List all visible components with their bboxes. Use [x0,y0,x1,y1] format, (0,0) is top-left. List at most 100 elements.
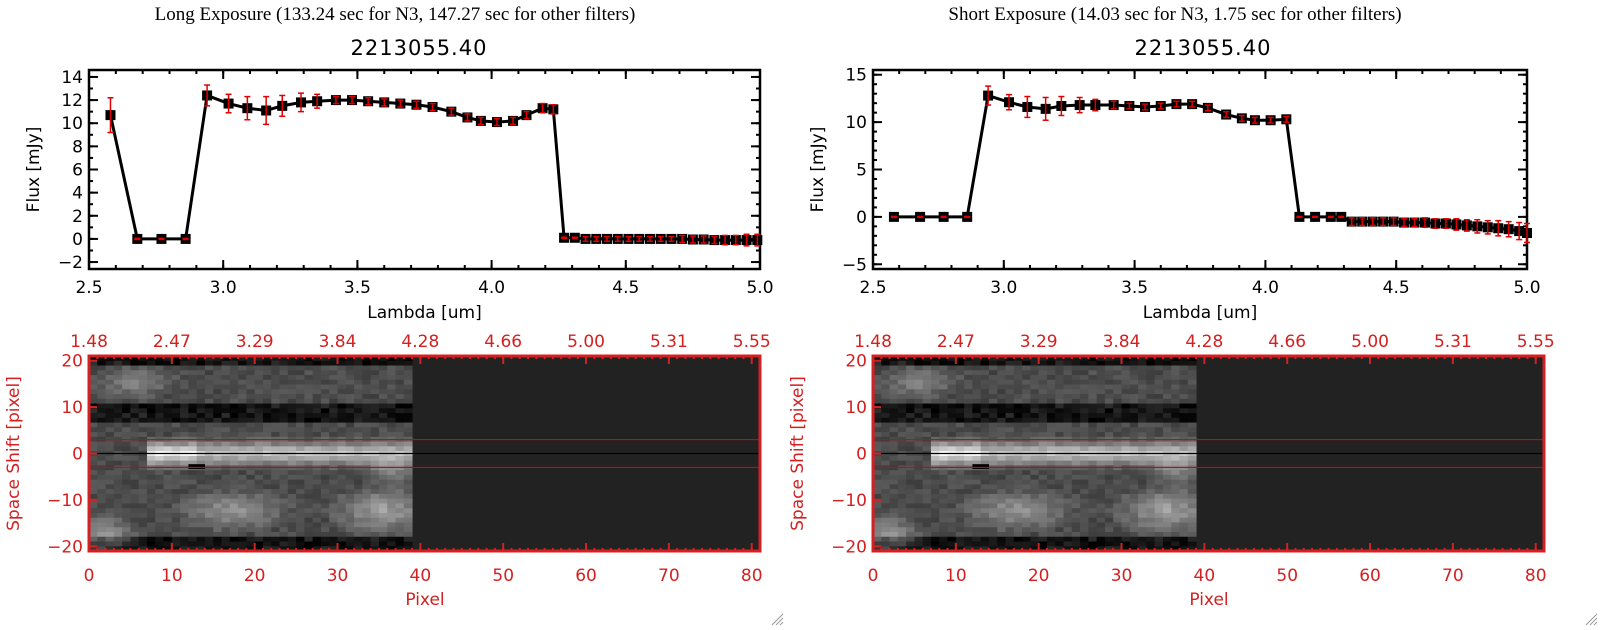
image-cell [246,417,256,424]
image-cell [229,479,239,485]
image-cell [97,512,107,519]
image-cell [221,470,231,476]
image-cell [1113,408,1123,414]
image-cell [997,441,1007,447]
image-cell [362,541,372,547]
image-cell [897,541,907,547]
image-cell [296,512,305,519]
image-cell [188,398,198,405]
plot-frame [871,68,1529,271]
image-cell [287,375,297,381]
image-cell [337,512,347,519]
image-cell [1179,512,1189,519]
image-cell [345,493,355,500]
image-cell [113,427,123,433]
image-cell [1063,470,1073,476]
image-cell [914,427,924,433]
image-cell [312,522,322,528]
image-cell [930,417,940,424]
image-cell [1055,398,1065,405]
image-cell [1022,379,1031,386]
image-cell [1138,408,1147,414]
image-cell [1113,455,1123,462]
image-cell [354,522,363,528]
image-cell [180,379,189,386]
y-tick-label: −20 [831,537,867,557]
x-tick-label: 60 [575,566,597,586]
image-cell [964,427,973,433]
image-cell [113,455,123,462]
image-cell [922,498,932,504]
image-cell [89,432,98,438]
image-cell [947,541,957,547]
image-cell [246,365,256,371]
resize-grip-icon[interactable] [770,612,784,626]
image-cell [362,536,372,542]
image-cell [873,375,882,381]
image-cell [378,394,388,400]
image-cell [329,489,339,495]
image-cell [1154,441,1164,447]
image-cell [138,379,148,386]
image-cell [254,441,264,447]
image-cell [262,512,272,519]
image-cell [889,432,899,438]
image-cell [1138,403,1147,409]
image-cell [955,432,965,438]
image-cell [287,356,297,362]
image-cell [906,408,915,414]
image-cell [304,422,314,428]
image-cell [1080,455,1089,462]
image-cell [881,384,891,390]
image-cell [229,470,239,476]
image-cell [122,474,131,481]
image-cell [1030,498,1040,504]
image-cell [1088,446,1098,452]
error-bar [381,98,388,107]
image-cell [337,422,347,428]
image-cell [171,394,181,400]
image-cell [254,512,264,519]
image-cell [1071,394,1081,400]
image-cell [947,394,957,400]
image-cell [1013,474,1023,481]
image-cell [387,460,397,466]
image-cell [146,379,156,386]
image-cell [980,536,990,542]
image-cell [387,384,397,390]
image-cell [370,522,380,528]
image-cell [362,398,372,405]
image-cell [362,379,372,386]
image-cell [930,541,940,547]
image-cell [262,460,272,466]
image-cell [395,470,405,476]
image-cell [279,484,289,490]
image-cell [1013,360,1023,367]
image-cell [1113,546,1123,552]
error-bar [550,103,557,115]
image-cell [922,427,932,433]
image-cell [304,470,314,476]
image-cell [287,384,297,390]
image-cell [1071,398,1081,405]
image-cell [1104,403,1114,409]
resize-grip-icon[interactable] [1584,612,1598,626]
image-cell [1187,403,1197,409]
x-tick-label: 0 [868,566,879,586]
image-cell [873,365,882,371]
image-cell [171,389,181,395]
image-cell [1171,498,1181,504]
image-cell [395,403,405,409]
image-cell [947,427,957,433]
image-cell [204,379,214,386]
image-cell [914,546,924,552]
image-cell [395,479,405,485]
image-cell [922,384,932,390]
image-cell [1088,460,1098,466]
image-cell [1063,493,1073,500]
image-cell [403,379,413,386]
image-cell [1080,394,1089,400]
image-cell [873,384,882,390]
image-cell [1154,356,1164,362]
image-cell [897,422,907,428]
